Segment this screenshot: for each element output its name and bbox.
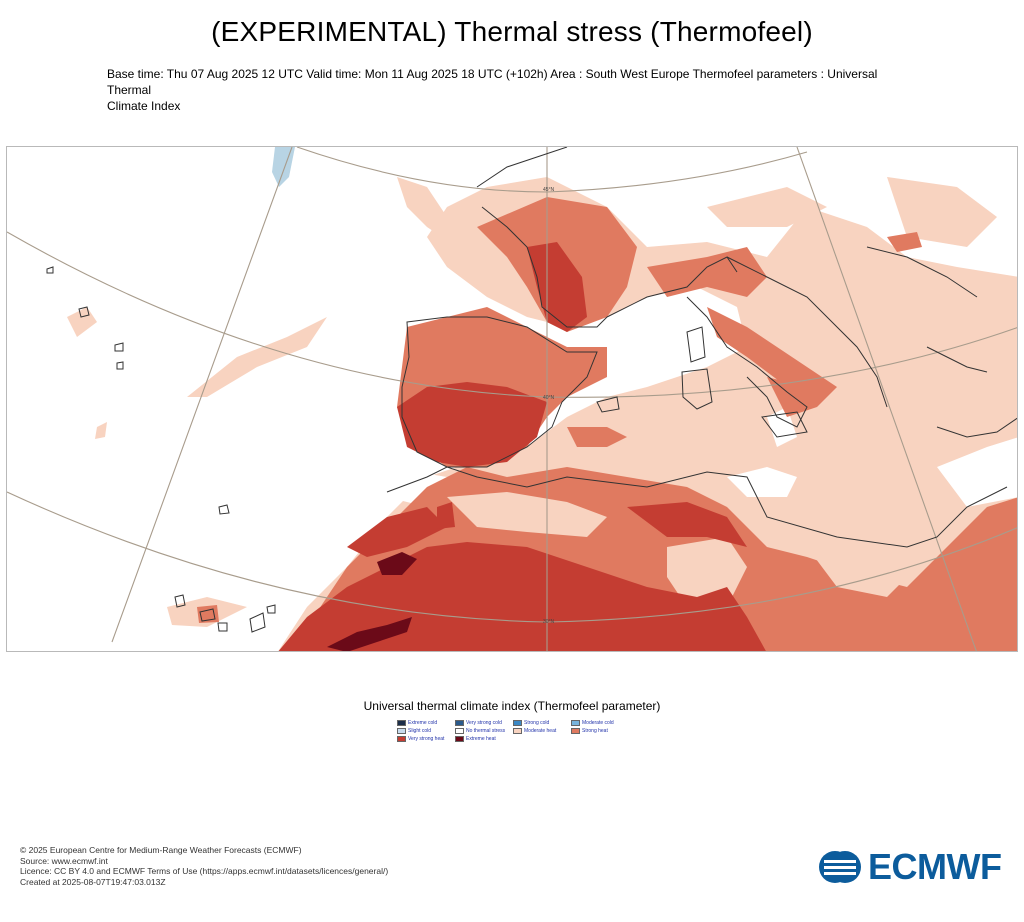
ecmwf-logo-text: ECMWF bbox=[868, 846, 1002, 887]
footer-source: Source: www.ecmwf.int bbox=[20, 855, 108, 866]
legend-item: Very strong heat bbox=[397, 735, 444, 742]
legend-swatch bbox=[455, 735, 464, 742]
legend-label: Extreme heat bbox=[466, 735, 496, 742]
graticule bbox=[7, 147, 1017, 651]
footer-credits: © 2025 European Centre for Medium-Range … bbox=[20, 845, 388, 887]
thermal-stress-map: 45°N 40°N 30°N bbox=[6, 146, 1018, 652]
legend-item: No thermal stress bbox=[455, 727, 505, 734]
graticule-labels: 45°N 40°N 30°N bbox=[543, 187, 555, 625]
ecmwf-logo: ECMWF bbox=[818, 846, 1008, 887]
legend-swatch bbox=[397, 735, 406, 742]
legend-label: Strong heat bbox=[582, 727, 608, 734]
legend-label: Slight cold bbox=[408, 727, 432, 734]
legend-swatch bbox=[513, 727, 522, 734]
legend-swatch bbox=[455, 719, 464, 726]
legend-label: Very strong heat bbox=[408, 735, 445, 742]
grid-label-40n: 40°N bbox=[543, 395, 555, 401]
legend-item: Moderate cold bbox=[571, 719, 614, 726]
legend-item: Extreme heat bbox=[455, 735, 496, 742]
legend-item: Strong cold bbox=[513, 719, 549, 726]
legend-swatch bbox=[571, 727, 580, 734]
legend-swatch bbox=[455, 727, 464, 734]
islands bbox=[46, 266, 276, 633]
legend-item: Extreme cold bbox=[397, 719, 437, 726]
subtitle-line-2: Climate Index bbox=[107, 99, 181, 113]
legend-swatch bbox=[397, 727, 406, 734]
legend-label: Moderate heat bbox=[524, 727, 557, 734]
subtitle-line-1: Base time: Thu 07 Aug 2025 12 UTC Valid … bbox=[107, 67, 878, 97]
legend-title: Universal thermal climate index (Thermof… bbox=[363, 699, 661, 713]
legend-item: Strong heat bbox=[571, 727, 608, 734]
footer-licence: Licence: CC BY 4.0 and ECMWF Terms of Us… bbox=[20, 866, 389, 876]
legend-label: Moderate cold bbox=[582, 719, 614, 726]
coastlines bbox=[386, 147, 1017, 548]
cold-water-patch bbox=[272, 147, 295, 187]
legend-label: Strong cold bbox=[524, 719, 550, 726]
legend-label: No thermal stress bbox=[466, 727, 506, 734]
legend-label: Very strong cold bbox=[466, 719, 502, 726]
footer-copyright: © 2025 European Centre for Medium-Range … bbox=[20, 845, 302, 855]
legend-swatch bbox=[571, 719, 580, 726]
grid-label-30n: 30°N bbox=[543, 619, 555, 625]
map-svg: 45°N 40°N 30°N bbox=[7, 147, 1017, 651]
ecmwf-logo-icon bbox=[819, 851, 861, 883]
extreme-heat-layer bbox=[327, 552, 417, 651]
legend-swatch bbox=[397, 719, 406, 726]
grid-label-45n: 45°N bbox=[543, 187, 555, 193]
legend: Extreme cold Very strong cold Strong col… bbox=[397, 719, 637, 743]
legend-item: Slight cold bbox=[397, 727, 431, 734]
legend-item: Moderate heat bbox=[513, 727, 556, 734]
chart-subtitle: Base time: Thu 07 Aug 2025 12 UTC Valid … bbox=[107, 66, 907, 114]
legend-item: Very strong cold bbox=[455, 719, 502, 726]
legend-label: Extreme cold bbox=[408, 719, 438, 726]
footer-created: Created at 2025-08-07T19:47:03.013Z bbox=[20, 876, 166, 887]
legend-swatch bbox=[513, 719, 522, 726]
chart-title: (EXPERIMENTAL) Thermal stress (Thermofee… bbox=[211, 16, 813, 47]
